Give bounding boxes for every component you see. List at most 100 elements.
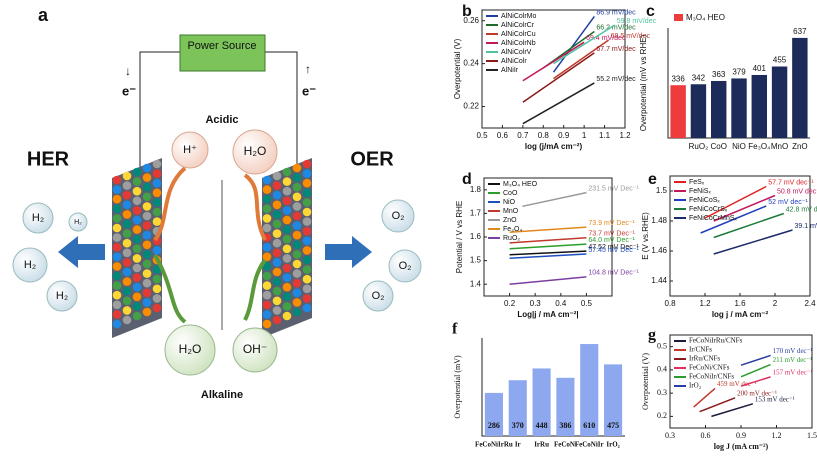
electrode-atom — [122, 238, 132, 248]
electrode-atom — [132, 186, 142, 196]
value-label: 448 — [536, 421, 548, 430]
electrode-atom — [262, 310, 272, 319]
legend-label: FeNiCoCrSₓ — [689, 206, 728, 213]
bar — [711, 80, 727, 138]
slope-label: 200 mV dec⁻¹ — [737, 389, 777, 397]
y-axis-label: E (V vs.RHE) — [641, 212, 650, 260]
electrode-atom — [122, 315, 132, 325]
electrode-atom — [152, 274, 162, 284]
electrode-atom — [112, 175, 122, 185]
x-tick-label: 0.3 — [530, 299, 542, 308]
y-axis-label: Overpotential (V) — [641, 353, 650, 410]
electrode-atom — [282, 186, 292, 196]
slope-label: 211 mV dec⁻¹ — [773, 356, 813, 364]
electrode-atom — [302, 169, 312, 178]
bar — [532, 368, 551, 436]
value-label: 363 — [712, 70, 726, 79]
x-tick-label: 0.6 — [701, 431, 711, 440]
bubble — [388, 249, 422, 283]
electrode-atom — [152, 178, 162, 188]
x-tick-label: IrRu — [534, 441, 549, 449]
electrode-atom — [112, 252, 122, 262]
x-tick-label: 0.2 — [504, 299, 516, 308]
arrow — [58, 236, 105, 268]
electrode-atom — [302, 188, 312, 198]
y-tick-label: 1.44 — [651, 276, 667, 285]
bar — [731, 78, 747, 138]
legend-label: M₃O₄ HEO — [503, 181, 538, 188]
y-tick-label: 1.7 — [470, 209, 482, 218]
electrode-atom — [112, 185, 122, 194]
legend-label: Fe₃O₄ — [503, 226, 522, 233]
slope-label: 42.8 mV dec⁻¹ — [786, 206, 817, 213]
x-tick-label: Ir — [515, 441, 521, 449]
electrode-atom — [132, 225, 142, 234]
x-tick-label: 0.8 — [538, 131, 550, 140]
electrode-atom — [262, 175, 272, 185]
series-line — [740, 363, 771, 378]
electrode-atom — [302, 265, 312, 274]
electrode-atom — [122, 267, 132, 277]
slope-label: 86.9 mV/dec — [596, 9, 636, 16]
electrode-atom — [132, 167, 142, 177]
arrow: ↑ — [305, 62, 311, 76]
electrode-atom — [152, 246, 162, 255]
legend-swatch — [674, 14, 683, 21]
electrode-atom — [282, 292, 292, 302]
electrode-atom — [292, 163, 302, 173]
electrode-atom — [282, 254, 292, 263]
electrode-atom — [152, 284, 162, 294]
legend-label: AlNiColr — [501, 58, 527, 65]
y-tick-label: 1.48 — [651, 216, 667, 225]
slope-label: 57.7 mV dec⁻¹ — [768, 179, 814, 186]
electrode-atom — [142, 240, 152, 250]
bubble — [46, 280, 78, 312]
x-axis-label: log j / mA cm⁻² — [712, 310, 769, 319]
series-line — [509, 236, 587, 244]
x-tick-label: FeCoNi — [554, 441, 577, 449]
electrode-atom — [272, 315, 282, 325]
legend-label: AlNiIr — [501, 67, 519, 74]
electrode-atom — [292, 211, 302, 221]
electrode-atom — [142, 298, 152, 307]
electrode-atom — [292, 230, 302, 240]
x-tick-label: 1.1 — [599, 131, 611, 140]
electrode-atom — [262, 214, 272, 223]
electrode-atom — [262, 300, 272, 310]
x-tick-label: 2.4 — [804, 299, 816, 308]
legend-label: FeNiCoSₓ — [689, 197, 720, 204]
electrode-atom — [302, 284, 312, 294]
electrode-atom — [292, 269, 302, 278]
series-line — [509, 226, 587, 234]
chart: c Overpotential (mV vs RHE) 336 342 RuO₂ 363 C… — [639, 3, 810, 151]
electrode-atom — [142, 182, 152, 192]
electrode-atom — [262, 242, 272, 252]
electrode-atom — [142, 230, 152, 240]
bubble — [232, 129, 278, 175]
arrow: ↓ — [125, 64, 131, 78]
value-label: 455 — [773, 56, 787, 65]
electrode-atom — [132, 215, 142, 225]
bubble — [164, 324, 216, 376]
series-line — [740, 376, 771, 387]
electrode-atom — [152, 198, 162, 207]
electrode-atom — [132, 244, 142, 254]
electrode-atom — [112, 204, 122, 214]
species-label: O₂ — [392, 210, 405, 222]
electrode-atom — [142, 192, 152, 202]
bar — [556, 377, 575, 436]
legend-label: M₃O₄ HEO — [686, 13, 725, 22]
bar — [670, 85, 686, 138]
value-label: 342 — [692, 73, 706, 82]
x-tick-label: 1 — [582, 131, 587, 140]
series-line — [704, 185, 767, 219]
series-line — [693, 387, 716, 408]
electrode-atom — [282, 234, 292, 244]
electrode-atom — [282, 206, 292, 215]
value-label: 386 — [559, 421, 571, 430]
electrode-atom — [142, 307, 152, 317]
species-label: O₂ — [399, 260, 412, 272]
x-tick-label: 1.2 — [619, 131, 631, 140]
electrode-atom — [302, 255, 312, 265]
series-line — [509, 253, 587, 259]
